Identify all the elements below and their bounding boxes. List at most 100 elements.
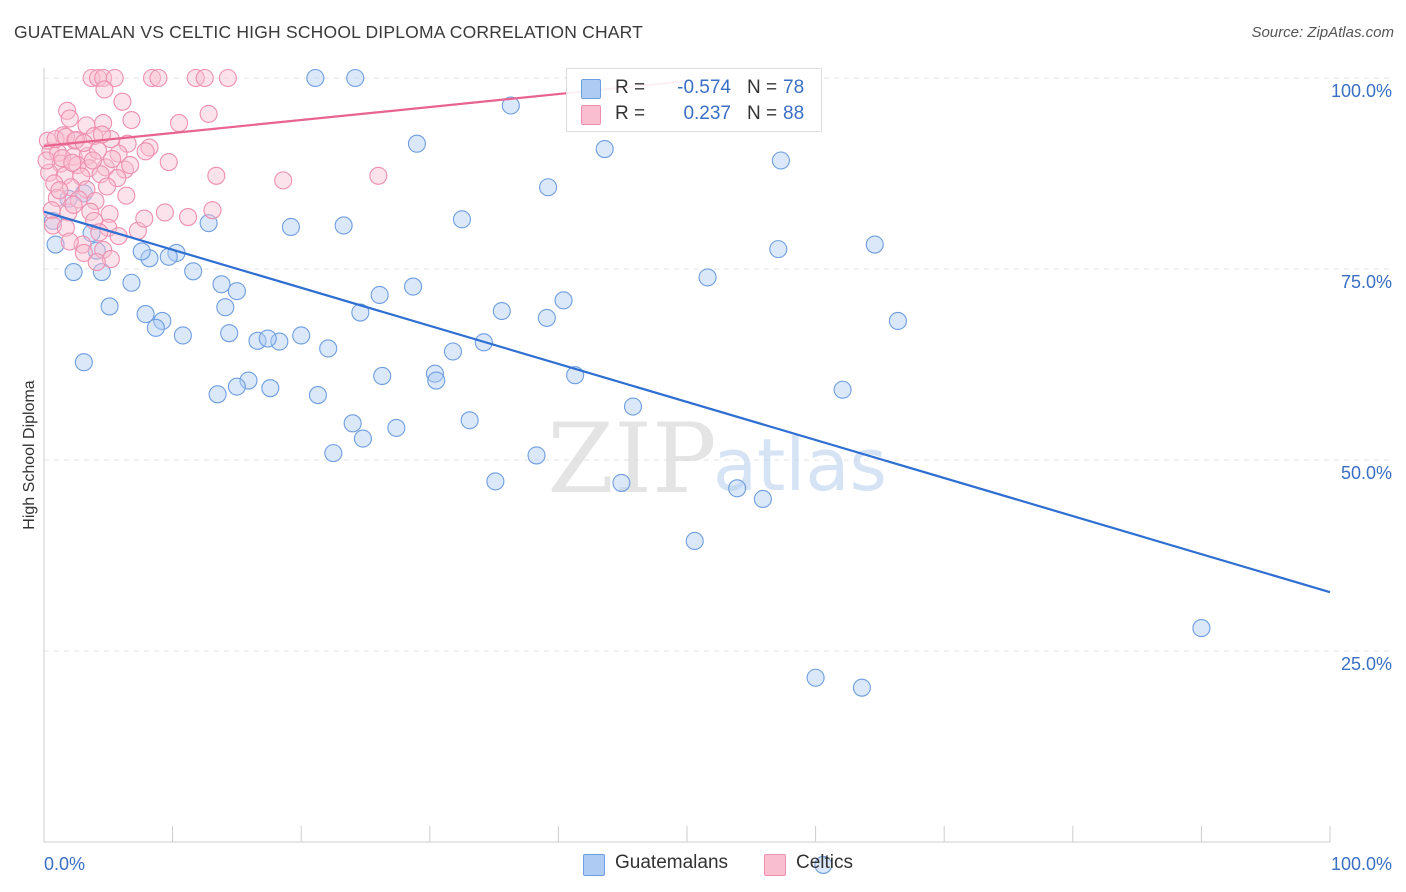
celtic-point bbox=[178, 207, 198, 227]
celtic-point bbox=[37, 151, 56, 170]
guatemalan-point bbox=[865, 235, 884, 254]
celtic-point bbox=[60, 109, 79, 128]
x-tick-label: 0.0% bbox=[44, 854, 85, 874]
guatemalan-point bbox=[443, 342, 462, 361]
celtic-point bbox=[63, 153, 82, 172]
celtic-point bbox=[94, 114, 113, 133]
guatemalan-point bbox=[334, 216, 353, 235]
guatemalan-point bbox=[324, 444, 343, 463]
guatemalan-point bbox=[74, 353, 93, 372]
chart-title: GUATEMALAN VS CELTIC HIGH SCHOOL DIPLOMA… bbox=[14, 22, 644, 42]
celtic-point bbox=[95, 80, 114, 99]
guatemalan-point bbox=[1192, 619, 1211, 638]
celtic-point bbox=[64, 195, 83, 214]
celtic-point bbox=[136, 142, 155, 161]
guatemalan-point bbox=[353, 429, 372, 448]
celtic-point bbox=[117, 186, 136, 205]
guatemalan-point bbox=[184, 262, 203, 281]
guatemalan-point bbox=[888, 311, 907, 331]
guatemalan-point bbox=[281, 217, 300, 237]
tick-labels: 100.0% 75.0% 50.0% 25.0% 0.0% 100.0% bbox=[44, 81, 1392, 874]
guatemalan-point bbox=[404, 277, 423, 296]
legend-swatch-guatemalans bbox=[581, 79, 601, 99]
guatemalan-point bbox=[554, 291, 573, 310]
celtic-point bbox=[135, 209, 154, 228]
celtic-point bbox=[149, 68, 168, 88]
legend-r-value: 0.237 bbox=[683, 103, 731, 124]
guatemalan-point bbox=[351, 303, 370, 322]
guatemalan-point bbox=[387, 418, 406, 437]
celtic-point bbox=[155, 203, 174, 222]
y-tick-label: 50.0% bbox=[1341, 463, 1392, 483]
guatemalan-point bbox=[527, 446, 546, 465]
celtic-point bbox=[101, 250, 120, 269]
guatemalan-point bbox=[685, 531, 704, 551]
celtic-point bbox=[274, 171, 293, 190]
celtic-point bbox=[86, 191, 105, 211]
celtic-point bbox=[90, 223, 109, 242]
guatemalan-point bbox=[407, 134, 426, 153]
legend-n-value: 78 bbox=[783, 77, 805, 98]
watermark-zip: ZIP bbox=[547, 403, 716, 515]
guatemalan-point bbox=[501, 96, 520, 115]
celtic-point bbox=[52, 149, 72, 168]
guatemalan-point bbox=[292, 326, 311, 345]
guatemalan-point bbox=[771, 151, 790, 170]
guatemalan-point bbox=[537, 308, 556, 327]
guatemalan-point bbox=[173, 326, 192, 345]
legend-r-label: R = bbox=[615, 103, 646, 124]
guatemalan-point bbox=[132, 242, 151, 261]
guatemalan-trend-line bbox=[43, 210, 1331, 594]
guatemalan-point bbox=[153, 311, 172, 331]
source-credit: Source: ZipAtlas.com bbox=[1251, 24, 1394, 41]
guatemalan-point bbox=[270, 332, 289, 351]
guatemalan-point bbox=[122, 273, 141, 292]
guatemalan-point bbox=[216, 298, 235, 317]
guatemalan-point bbox=[623, 397, 643, 416]
celtic-point bbox=[159, 152, 178, 172]
axes bbox=[43, 68, 1331, 843]
guatemalan-point bbox=[208, 385, 227, 404]
guatemalan-point bbox=[806, 668, 825, 687]
legend-n-value: 88 bbox=[783, 103, 805, 124]
guatemalan-point bbox=[492, 301, 511, 321]
series-swatch-guatemalans bbox=[583, 854, 605, 876]
celtic-point bbox=[83, 151, 102, 170]
guatemalan-point bbox=[427, 371, 446, 390]
guatemalan-point bbox=[612, 473, 631, 492]
guatemalan-point bbox=[261, 379, 280, 398]
celtic-point bbox=[97, 177, 117, 196]
guatemalan-point bbox=[220, 324, 239, 343]
guatemalan-point bbox=[140, 249, 159, 268]
guatemalan-point bbox=[100, 297, 119, 316]
guatemalan-point bbox=[239, 371, 258, 390]
celtic-point bbox=[121, 156, 140, 175]
series-legend-guatemalans[interactable]: Guatemalans bbox=[583, 852, 743, 876]
celtic-point bbox=[87, 253, 106, 272]
guatemalan-point bbox=[460, 411, 479, 430]
guatemalan-point bbox=[227, 377, 246, 396]
guatemalan-point bbox=[346, 68, 365, 88]
series-label-guatemalans: Guatemalans bbox=[615, 852, 729, 873]
legend-r-value: -0.574 bbox=[677, 77, 731, 98]
guatemalan-point bbox=[343, 414, 362, 433]
celtic-point bbox=[122, 110, 141, 130]
guatemalan-point bbox=[373, 366, 392, 386]
celtic-point bbox=[207, 166, 226, 185]
celtic-point bbox=[56, 127, 75, 146]
guatemalan-point bbox=[92, 263, 111, 282]
guatemalan-point bbox=[452, 210, 472, 229]
guatemalan-point bbox=[308, 386, 327, 405]
celtic-point bbox=[100, 204, 119, 224]
stats-legend: R = -0.574 N = 78 R = 0.237 N = 88 bbox=[566, 68, 822, 132]
celtic-point bbox=[142, 68, 162, 88]
guatemalan-point bbox=[852, 678, 871, 697]
legend-n-label: N = bbox=[747, 77, 778, 98]
data-points bbox=[37, 68, 1211, 874]
series-legend-celtics[interactable]: Celtics bbox=[764, 852, 874, 876]
guatemalan-point bbox=[258, 329, 277, 348]
celtic-point bbox=[105, 68, 124, 88]
legend-swatch-celtics bbox=[581, 105, 601, 125]
guatemalan-point bbox=[146, 318, 165, 337]
celtic-point bbox=[369, 166, 388, 185]
